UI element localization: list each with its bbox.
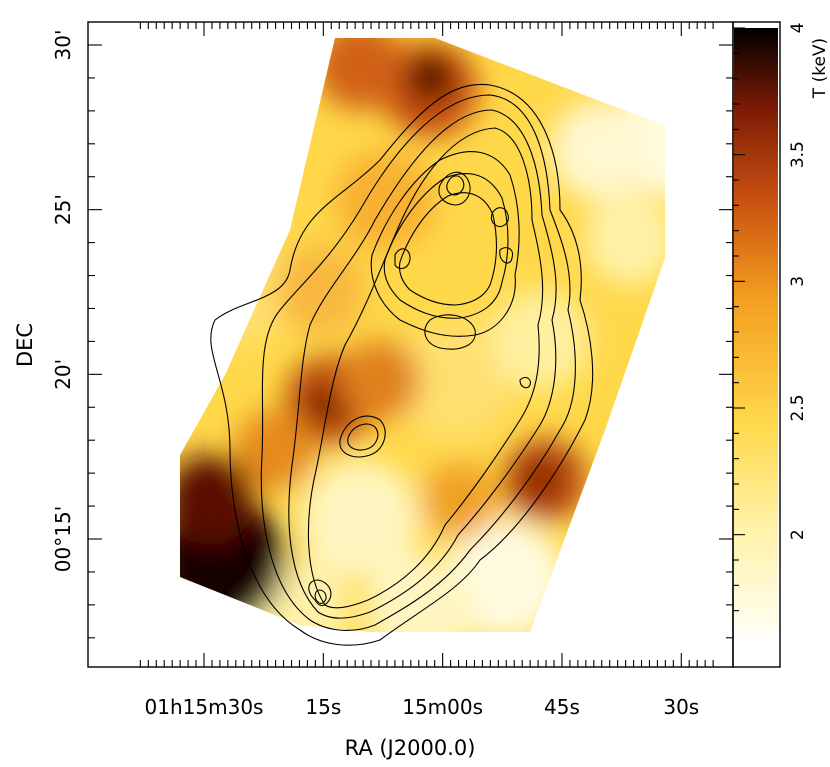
colorbar-label: T (keV): [810, 38, 830, 99]
colorbar-ticks: [733, 27, 745, 612]
y-axis-label: DEC: [13, 323, 37, 367]
x-tick-label: 15s: [305, 695, 341, 719]
y-tick-label: 20': [51, 359, 75, 390]
map-blobs: [180, 38, 665, 632]
x-tick-label: 01h15m30s: [145, 695, 264, 719]
x-ray-contours: [210, 83, 594, 646]
frame-ticks: [88, 22, 733, 667]
colorbar-tick-label: 3: [788, 276, 808, 287]
colorbar-gradient: [734, 28, 778, 636]
y-tick-label: 25': [51, 194, 75, 225]
colorbar: [732, 21, 781, 668]
colorbar-tick-label: 4: [788, 23, 808, 34]
temperature-map: [180, 38, 665, 632]
colorbar-frame: [732, 21, 781, 668]
tick-labels: 01h15m30s 15s 15m00s 45s 30s 00°15' 20' 25' 30' 2…: [51, 23, 808, 719]
y-tick-label: 00°15': [51, 506, 75, 572]
colorbar-tick-label: 2: [788, 529, 808, 540]
x-tick-label: 30s: [663, 695, 699, 719]
x-tick-label: 45s: [544, 695, 580, 719]
y-tick-label: 30': [51, 30, 75, 61]
colorbar-tick-label: 3.5: [788, 141, 808, 168]
x-tick-label: 15m00s: [402, 695, 483, 719]
colorbar-tick-label: 2.5: [788, 394, 808, 421]
x-axis-label: RA (J2000.0): [345, 736, 476, 760]
